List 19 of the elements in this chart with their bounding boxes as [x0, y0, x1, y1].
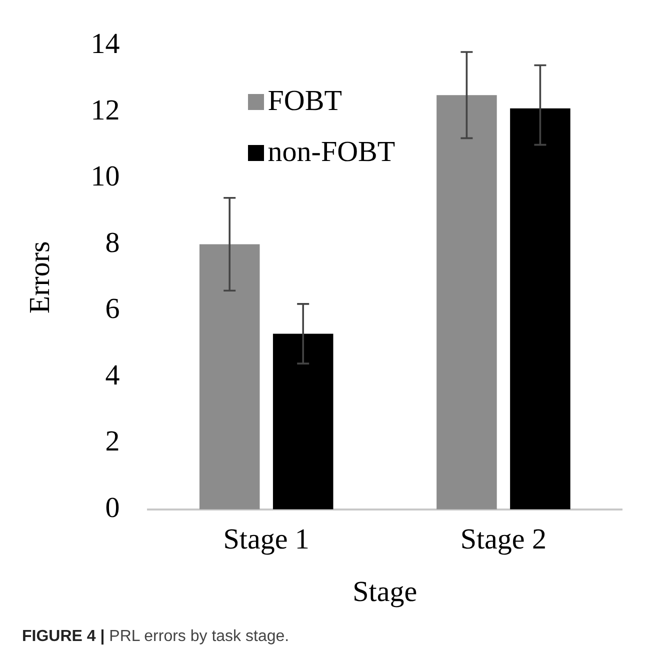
y-tick-label: 10: [90, 160, 120, 193]
x-axis-title: Stage: [352, 576, 418, 608]
caption: FIGURE 4 | PRL errors by task stage.: [22, 628, 290, 646]
legend-label: FOBT: [268, 85, 342, 118]
x-tick-label: Stage 1: [223, 523, 310, 556]
y-tick-label: 4: [105, 359, 120, 392]
y-tick-label: 8: [105, 226, 120, 259]
bar: [272, 334, 334, 510]
bar: [510, 108, 570, 510]
bar: [436, 95, 497, 510]
y-tick-label: 0: [105, 492, 120, 524]
legend-label: non-FOBT: [268, 136, 396, 170]
y-tick-label: 6: [105, 293, 120, 326]
y-tick-label: 14: [90, 28, 120, 60]
y-tick-label: 2: [105, 426, 120, 458]
y-tick-label: 12: [90, 94, 120, 126]
y-axis-title: Errors: [24, 241, 56, 314]
x-tick-label: Stage 2: [460, 523, 547, 556]
bar: [199, 244, 260, 510]
